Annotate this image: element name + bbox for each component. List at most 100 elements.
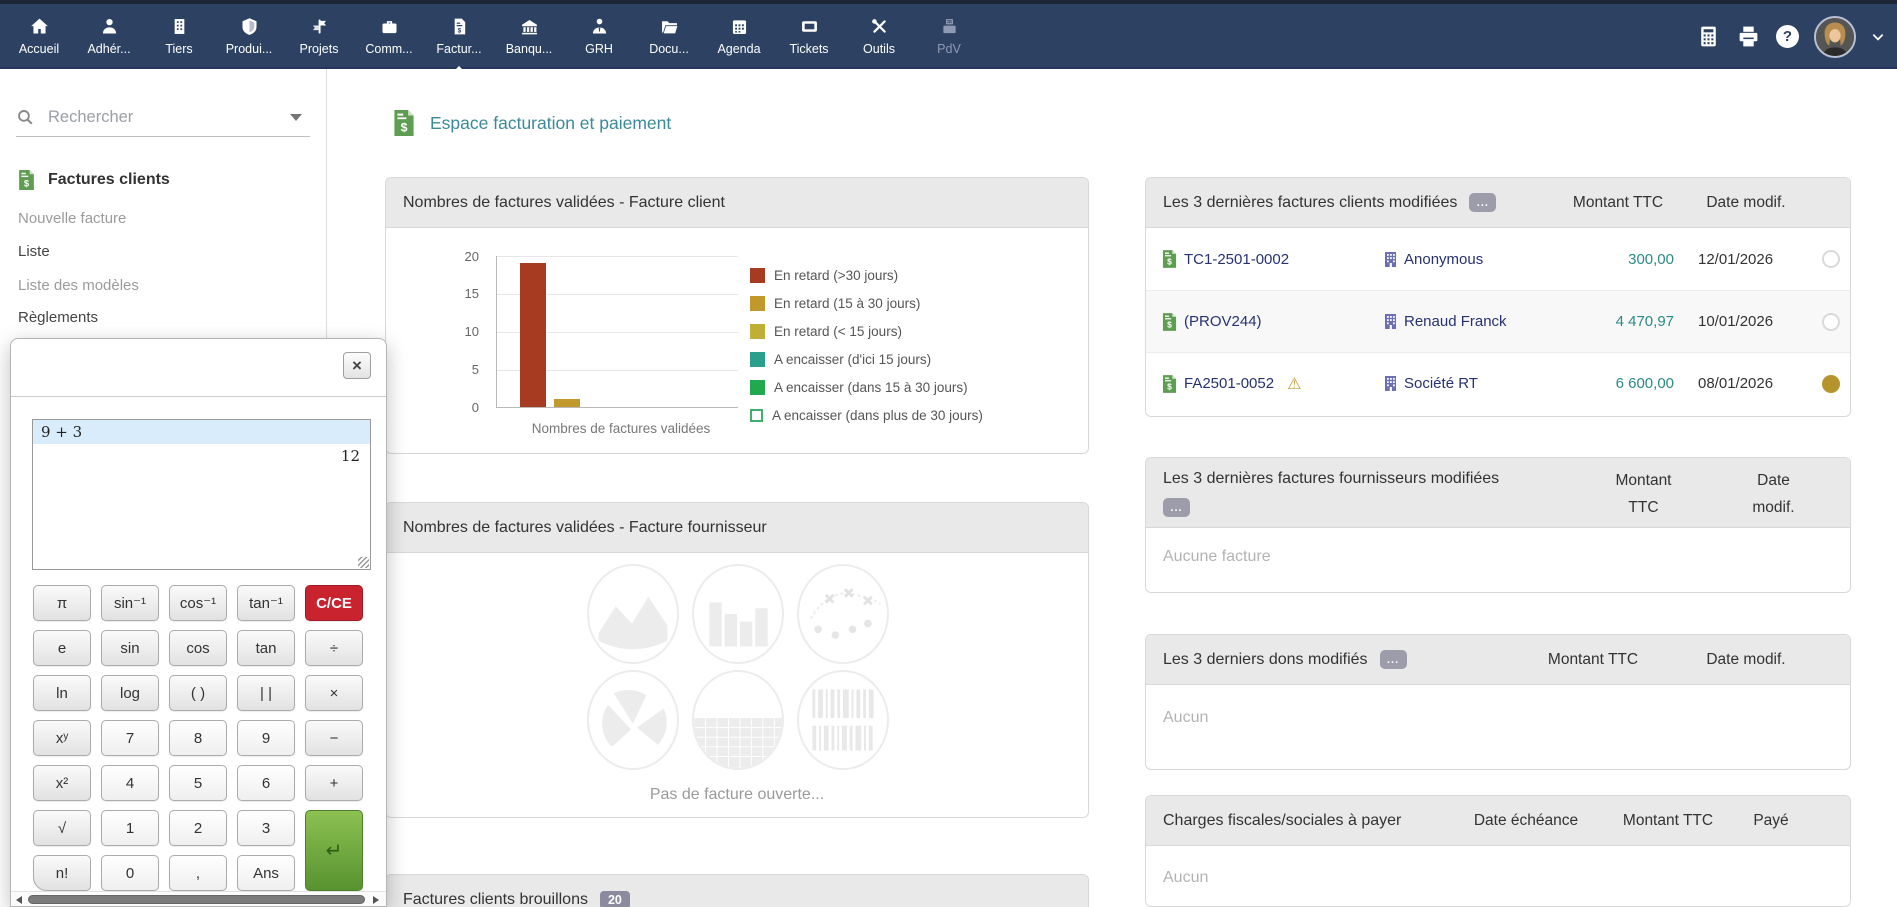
calculator-display[interactable]: 9 + 3 12 (32, 419, 371, 570)
scroll-left-arrow-icon[interactable] (16, 896, 22, 904)
y-tick: 0 (471, 400, 479, 415)
key-abs[interactable]: | | (237, 675, 295, 711)
scrollbar-thumb[interactable] (28, 895, 365, 904)
key-4[interactable]: 4 (101, 765, 159, 801)
more-button[interactable]: ... (1379, 650, 1407, 669)
y-tick: 20 (464, 249, 479, 264)
scroll-right-arrow-icon[interactable] (373, 896, 379, 904)
key-sin[interactable]: sin (101, 630, 159, 666)
invoice-row[interactable]: FA2501-0052 ⚠ Société RT 6 600,00 08/01/2… (1146, 352, 1850, 414)
key-pi[interactable]: π (33, 585, 91, 621)
key-5[interactable]: 5 (169, 765, 227, 801)
calculator-icon[interactable] (1696, 24, 1721, 49)
search-input[interactable]: Rechercher (16, 99, 310, 137)
nav-item-documents[interactable]: Docu... (634, 8, 704, 71)
key-3[interactable]: 3 (237, 810, 295, 846)
active-tab-indicator (452, 66, 466, 73)
invoice-row[interactable]: TC1-2501-0002 Anonymous 300,00 12/01/202… (1146, 228, 1850, 290)
key-plus[interactable]: + (305, 765, 363, 801)
search-dropdown-caret-icon[interactable] (290, 114, 302, 121)
key-multiply[interactable]: × (305, 675, 363, 711)
user-avatar[interactable] (1814, 15, 1856, 58)
company-link[interactable]: Société RT (1404, 375, 1478, 392)
help-icon[interactable]: ? (1776, 25, 1799, 48)
key-parens[interactable]: ( ) (169, 675, 227, 711)
company-icon (1384, 376, 1397, 391)
nav-label: Banqu... (505, 42, 553, 56)
key-8[interactable]: 8 (169, 720, 227, 756)
nav-item-banques[interactable]: Banqu... (494, 8, 564, 71)
key-enter[interactable]: ↵ (305, 810, 363, 891)
close-button[interactable]: × (343, 352, 371, 379)
key-6[interactable]: 6 (237, 765, 295, 801)
key-log[interactable]: log (101, 675, 159, 711)
key-sqrt[interactable]: √ (33, 810, 91, 846)
key-comma[interactable]: , (169, 855, 227, 891)
sidebar-item-liste[interactable]: Liste (18, 243, 50, 260)
sidebar-item-liste-des-modeles[interactable]: Liste des modèles (18, 277, 139, 294)
more-button[interactable]: ... (1469, 193, 1497, 212)
company-cell[interactable]: Renaud Franck (1384, 313, 1507, 330)
amount-cell: 300,00 (1628, 250, 1674, 268)
company-cell[interactable]: Société RT (1384, 375, 1478, 392)
key-tan[interactable]: tan (237, 630, 295, 666)
nav-item-adherents[interactable]: Adhér... (74, 8, 144, 71)
company-link[interactable]: Renaud Franck (1404, 313, 1507, 330)
key-asin[interactable]: sin⁻¹ (101, 585, 159, 621)
nav-item-commerce[interactable]: Comm... (354, 8, 424, 71)
nav-item-grh[interactable]: GRH (564, 8, 634, 71)
placeholder-scatter-chart-icon (797, 564, 889, 664)
more-button[interactable]: ... (1163, 498, 1190, 517)
key-e[interactable]: e (33, 630, 91, 666)
invoice-ref-link[interactable]: (PROV244) (1184, 313, 1262, 330)
resize-handle[interactable] (358, 557, 369, 568)
invoice-ref[interactable]: FA2501-0052 ⚠ (1162, 374, 1301, 394)
invoice-ref-link[interactable]: FA2501-0052 (1184, 375, 1275, 392)
nav-item-agenda[interactable]: Agenda (704, 8, 774, 71)
printer-icon[interactable] (1736, 24, 1761, 49)
nav-item-pdv[interactable]: PdV (914, 8, 984, 71)
chevron-down-icon[interactable] (1871, 30, 1885, 44)
key-cos[interactable]: cos (169, 630, 227, 666)
company-link[interactable]: Anonymous (1404, 250, 1484, 268)
key-minus[interactable]: − (305, 720, 363, 756)
panel-title: Les 3 derniers dons modifiés (1163, 650, 1368, 668)
invoice-row[interactable]: (PROV244) Renaud Franck 4 470,97 10/01/2… (1146, 290, 1850, 352)
briefcase-icon (379, 16, 400, 37)
empty-state-text: Aucune facture (1163, 548, 1271, 565)
invoice-ref-link[interactable]: TC1-2501-0002 (1184, 250, 1290, 268)
nav-item-projets[interactable]: Projets (284, 8, 354, 71)
company-icon (1384, 314, 1397, 329)
company-cell[interactable]: Anonymous (1384, 251, 1483, 268)
nav-item-outils[interactable]: Outils (844, 8, 914, 71)
key-clear[interactable]: C/CE (305, 585, 363, 621)
nav-item-produits[interactable]: Produi... (214, 8, 284, 71)
panel-supplier-invoice-chart: Nombres de factures validées - Facture f… (385, 502, 1089, 818)
key-0[interactable]: 0 (101, 855, 159, 891)
horizontal-scrollbar[interactable] (11, 891, 386, 906)
key-9[interactable]: 9 (237, 720, 295, 756)
invoice-ref[interactable]: TC1-2501-0002 (1162, 250, 1289, 268)
key-square[interactable]: x² (33, 765, 91, 801)
key-7[interactable]: 7 (101, 720, 159, 756)
invoice-ref[interactable]: (PROV244) (1162, 313, 1262, 331)
key-power[interactable]: xʸ (33, 720, 91, 756)
nav-item-tickets[interactable]: Tickets (774, 8, 844, 71)
key-divide[interactable]: ÷ (305, 630, 363, 666)
key-2[interactable]: 2 (169, 810, 227, 846)
key-1[interactable]: 1 (101, 810, 159, 846)
key-acos[interactable]: cos⁻¹ (169, 585, 227, 621)
column-header-paid: Payé (1753, 811, 1789, 829)
key-ln[interactable]: ln (33, 675, 91, 711)
sidebar-item-nouvelle-facture[interactable]: Nouvelle facture (18, 210, 127, 227)
nav-label: Adhér... (87, 42, 131, 56)
nav-item-accueil[interactable]: Accueil (4, 8, 74, 71)
sidebar-item-reglements[interactable]: Règlements (18, 309, 99, 326)
key-ans[interactable]: Ans (237, 855, 295, 891)
key-atan[interactable]: tan⁻¹ (237, 585, 295, 621)
legend-label: A encaisser (dans plus de 30 jours) (772, 407, 983, 423)
nav-item-tiers[interactable]: Tiers (144, 8, 214, 71)
member-icon (99, 16, 120, 37)
nav-item-facturation[interactable]: Factur... (424, 8, 494, 73)
key-factorial[interactable]: n! (33, 855, 91, 891)
